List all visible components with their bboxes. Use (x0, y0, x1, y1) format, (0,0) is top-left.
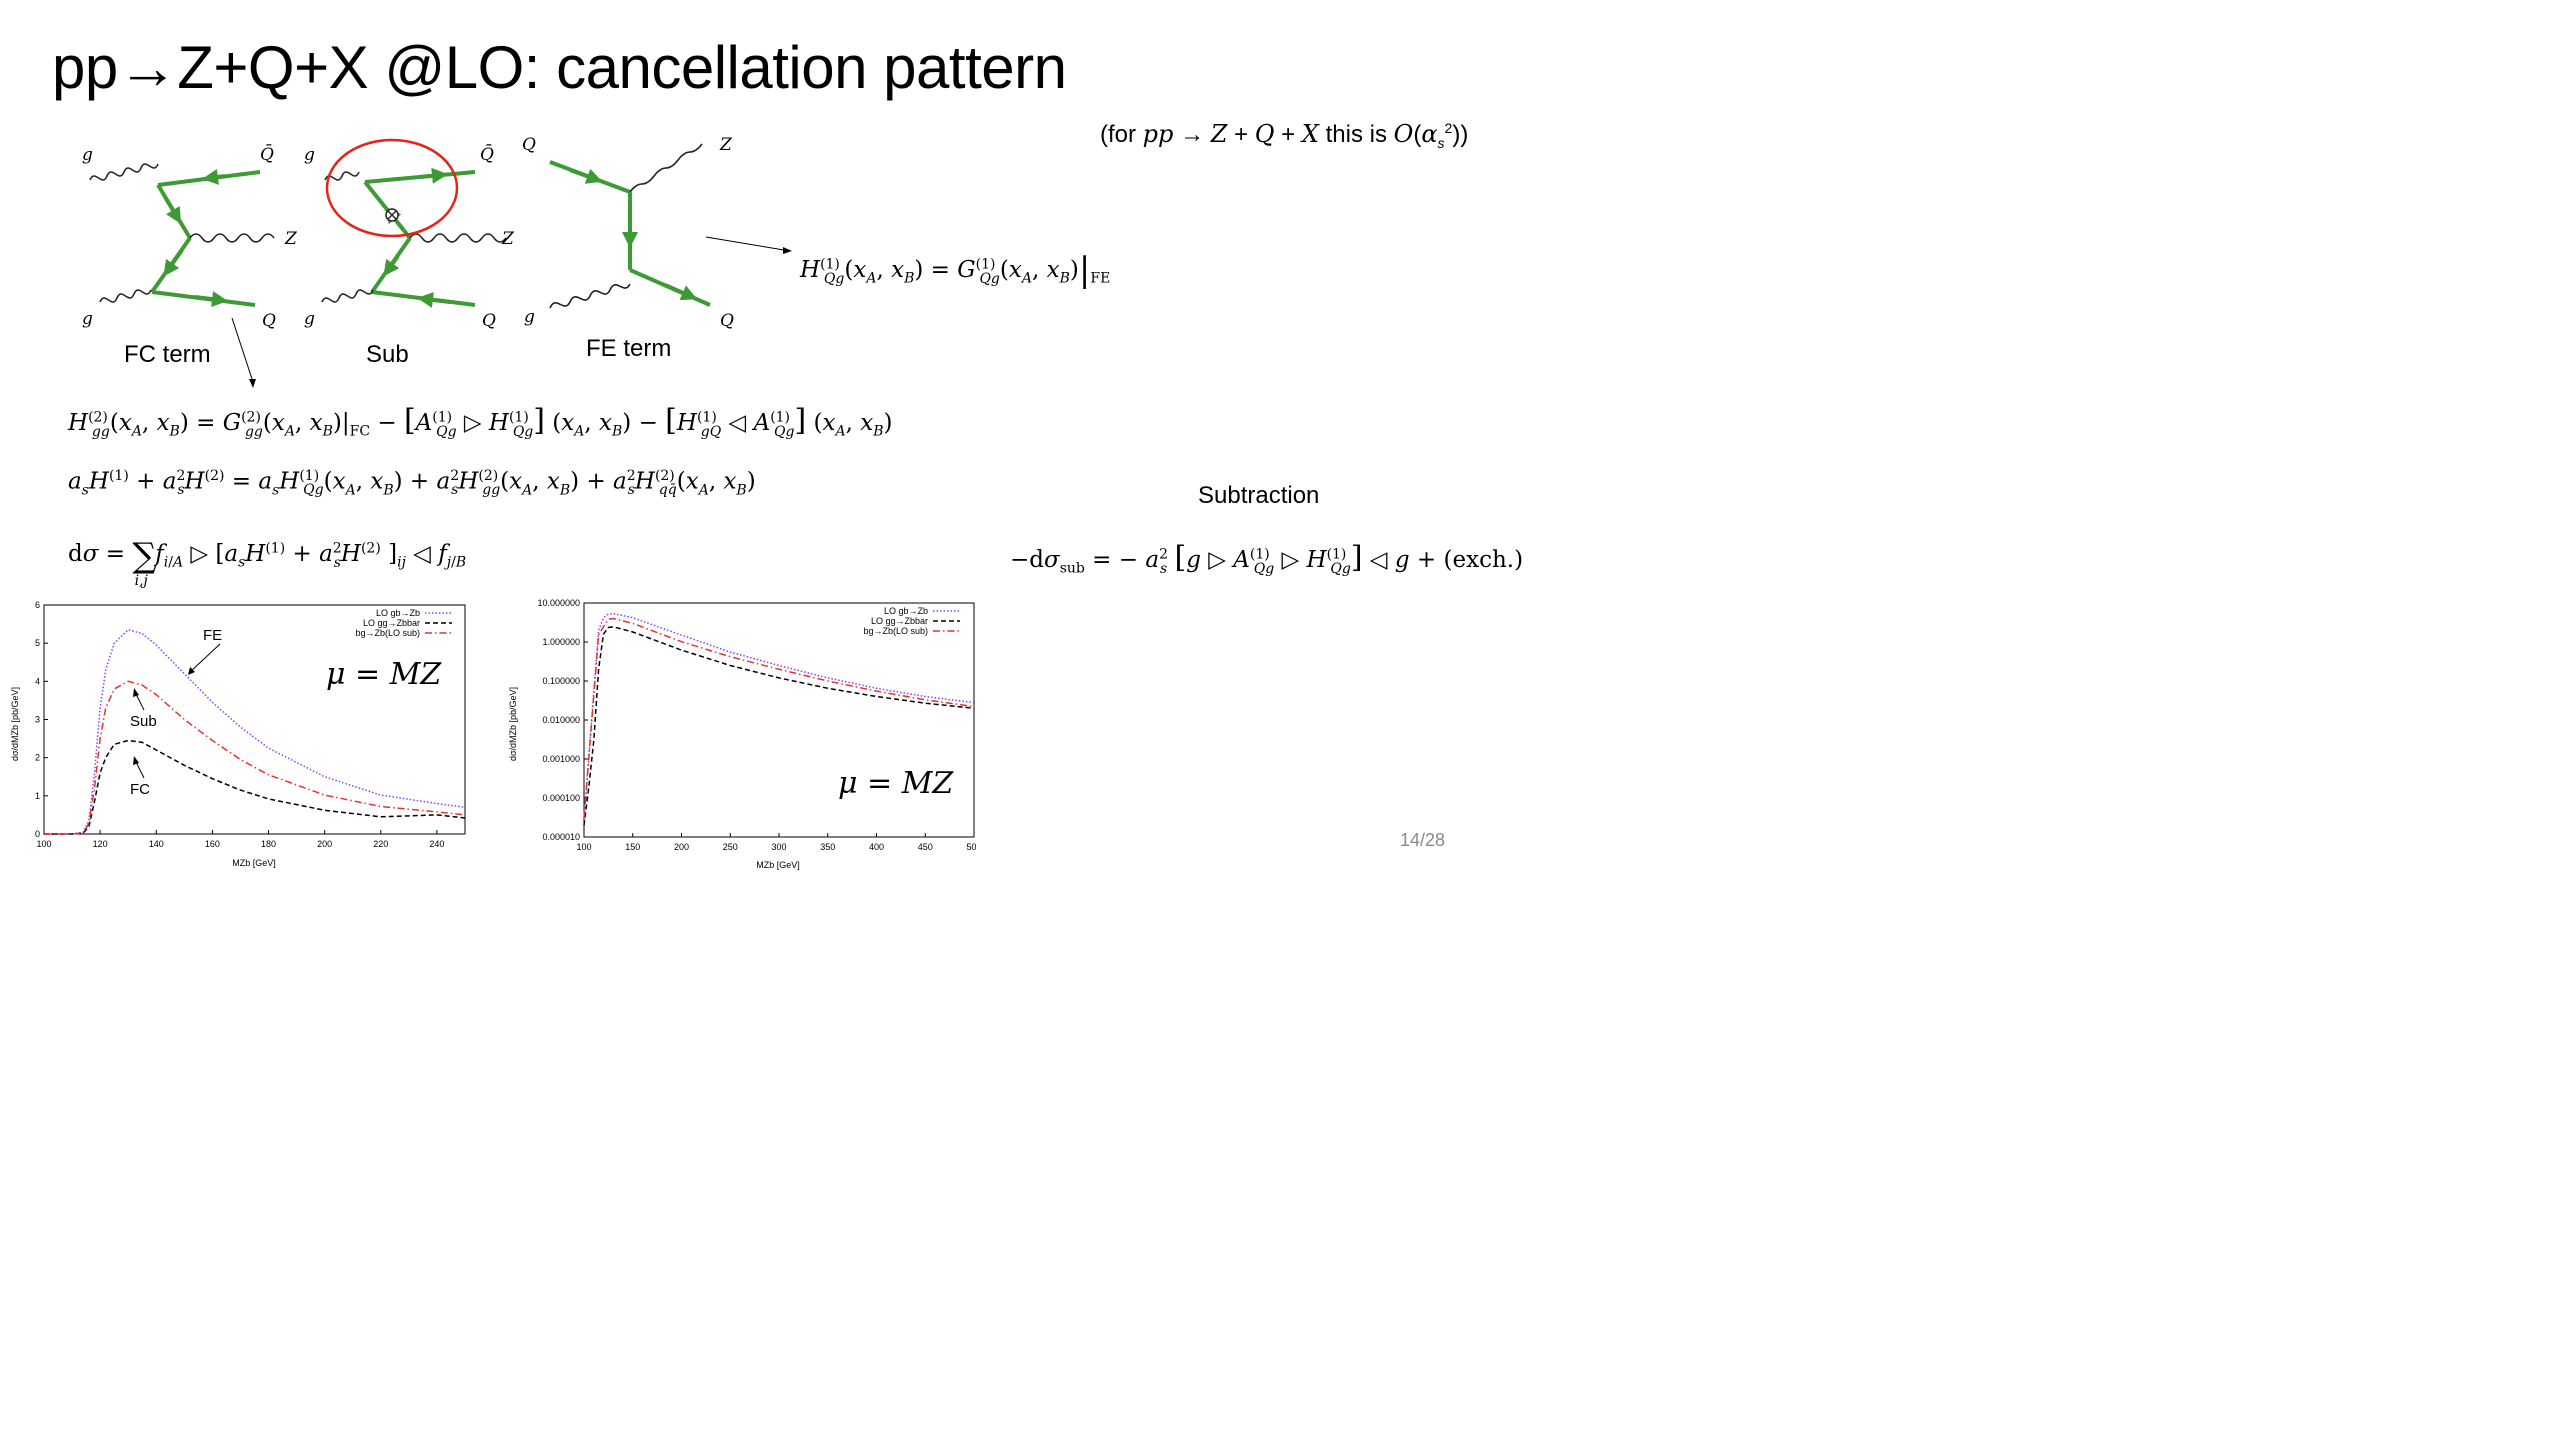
subtraction-label: Subtraction (1198, 482, 1320, 509)
left-ytick-label: 1 (35, 791, 40, 801)
sub-diagram: g Q̄ Z g Q (304, 138, 515, 331)
left-xtick-label: 160 (205, 839, 220, 849)
fc-quark: Q (262, 311, 276, 331)
right-series-2 (583, 626, 975, 826)
dsigma-equation: dσ = ∑i,j fi/A ▷ [asH(1) + a2sH(2) ]ij ◁… (68, 536, 467, 589)
left-legend-label-2: LO gg→Zbbar (363, 618, 420, 628)
left-xlabel: MZb [GeV] (232, 858, 276, 868)
fc-gluon-top: g (82, 145, 93, 165)
right-xlabel: MZb [GeV] (756, 860, 800, 870)
right-xtick-label: 500 (966, 842, 976, 852)
sub-quark: Q (482, 311, 496, 331)
left-ytick-label: 2 (35, 753, 40, 763)
left-legend-label-1: LO gb→Zb (376, 608, 420, 618)
h2-equation: H(2)gg(xA, xB) = G(2)gg(xA, xB)|FC − [A(… (68, 403, 893, 440)
fc-antiquark: Q̄ (260, 143, 274, 165)
right-ytick-label: 10.000000 (537, 598, 580, 608)
right-xtick-label: 150 (625, 842, 640, 852)
annotation-sub: Sub (130, 713, 157, 730)
left-xtick-label: 120 (93, 839, 108, 849)
sub-label: Sub (366, 341, 409, 368)
fc-diagram: g Q̄ Z g Q (82, 143, 298, 331)
right-scale-label: μ = MZ (838, 766, 954, 801)
left-ytick-label: 4 (35, 676, 40, 686)
annotation-fe: FE (203, 627, 222, 644)
fe-gluon-in: g (524, 307, 535, 327)
fc-gluon-bottom: g (82, 309, 93, 329)
subtraction-highlight-circle (325, 138, 459, 238)
right-ytick-label: 0.010000 (542, 715, 580, 725)
sub-boson: Z (501, 229, 515, 249)
slide: pp→Z+Q+X @LO: cancellation pattern (for … (0, 0, 1560, 878)
right-legend-label-2: LO gg→Zbbar (871, 616, 928, 626)
right-xtick-label: 100 (576, 842, 591, 852)
right-legend-label-3: bg→Zb(LO sub) (863, 626, 928, 636)
fe-quark-in: Q (522, 135, 536, 155)
left-ytick-label: 5 (35, 638, 40, 648)
fe-boson: Z (719, 135, 733, 155)
left-xtick-label: 180 (261, 839, 276, 849)
left-series-3 (44, 680, 466, 835)
log-chart: 100 150 200 250 300 350 400 450 500 10.000000 1.00… (508, 598, 976, 870)
right-xtick-label: 200 (674, 842, 689, 852)
left-legend-label-3: bg→Zb(LO sub) (355, 628, 420, 638)
fc-term-label: FC term (124, 341, 211, 368)
feynman-diagrams: g Q̄ Z g Q g Q̄ Z g Q (82, 135, 792, 388)
left-ytick-label: 0 (35, 829, 40, 839)
linear-chart: 100 120 140 160 180 200 220 240 0 1 2 3 4 5 6 dσ/dMZb … (10, 600, 466, 868)
fe-relation-equation: H(1)Qg(xA, xB) = G(1)Qg(xA, xB)|FE (800, 250, 1111, 290)
fc-boson: Z (284, 229, 298, 249)
right-ytick-label: 0.001000 (542, 754, 580, 764)
right-ytick-label: 0.100000 (542, 676, 580, 686)
annotation-fc: FC (130, 781, 150, 798)
sub-antiquark: Q̄ (480, 143, 494, 165)
sum-equation: asH(1) + a2sH(2) = asH(1)Qg(xA, xB) + a2… (68, 468, 756, 499)
right-ylabel: dσ/dMZb [pb/GeV] (508, 687, 518, 761)
right-xtick-label: 400 (869, 842, 884, 852)
right-xtick-label: 350 (820, 842, 835, 852)
left-xtick-label: 220 (373, 839, 388, 849)
slide-title: pp→Z+Q+X @LO: cancellation pattern (52, 34, 1067, 101)
page-number: 14/28 (1400, 830, 1446, 850)
right-legend-label-1: LO gb→Zb (884, 606, 928, 616)
order-note: (for pp → Z + Q + X this is O(αs2)) (1100, 120, 1469, 151)
right-xtick-label: 300 (771, 842, 786, 852)
right-xtick-label: 450 (918, 842, 933, 852)
right-ytick-label: 0.000100 (542, 793, 580, 803)
left-xtick-label: 240 (429, 839, 444, 849)
left-ylabel: dσ/dMZb [pb/GeV] (10, 687, 20, 761)
left-ytick-label: 6 (35, 600, 40, 610)
sub-gluon-bottom: g (304, 309, 315, 329)
right-ytick-label: 0.000010 (542, 832, 580, 842)
right-series-1 (583, 612, 975, 819)
left-xtick-label: 200 (317, 839, 332, 849)
left-ytick-label: 3 (35, 715, 40, 725)
right-xtick-label: 250 (723, 842, 738, 852)
left-series-2 (44, 739, 466, 835)
right-series-3 (583, 617, 975, 819)
left-scale-label: μ = MZ (326, 657, 442, 692)
left-xtick-label: 140 (149, 839, 164, 849)
fe-diagram: Q Z g Q (522, 135, 734, 331)
fe-quark-out: Q (720, 311, 734, 331)
right-ytick-label: 1.000000 (542, 637, 580, 647)
left-xtick-label: 100 (36, 839, 51, 849)
subtraction-equation: −dσsub = − a2s [g ▷ A(1)Qg ▷ H(1)Qg] ◁ g… (1010, 540, 1524, 577)
fe-term-label: FE term (586, 335, 672, 362)
sub-gluon-top: g (304, 145, 315, 165)
